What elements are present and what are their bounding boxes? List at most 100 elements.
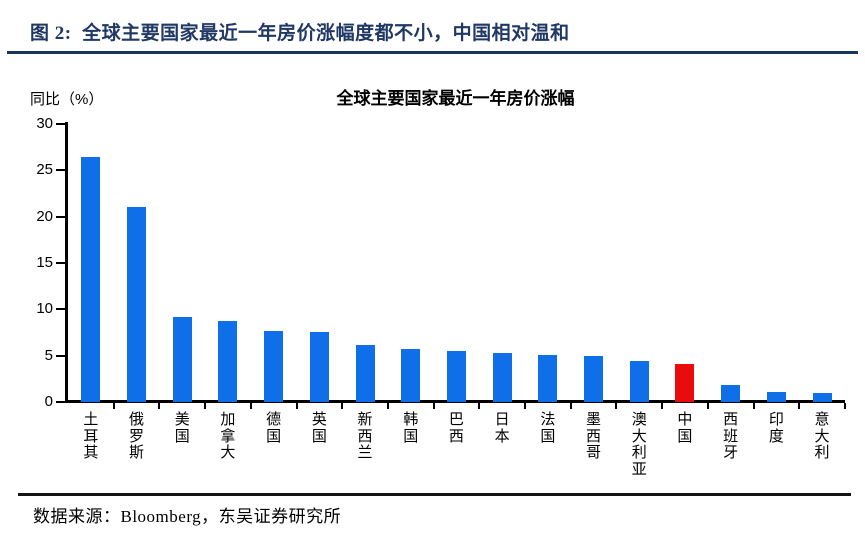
footer-divider-line [18, 493, 851, 496]
y-tick-label: 10 [36, 300, 53, 318]
bar-日本 [492, 353, 512, 402]
x-label-char: 斯 [129, 444, 145, 461]
y-axis-line [65, 122, 68, 403]
x-tick-label-澳大利亚: 澳大利亚 [627, 411, 651, 478]
x-label-char: 耳 [83, 427, 99, 445]
x-axis-tick [341, 403, 344, 409]
bar-美国 [172, 317, 192, 402]
bar-加拿大 [218, 321, 238, 402]
x-axis-tick [204, 403, 207, 409]
x-tick-label-法国: 法国 [536, 411, 560, 445]
x-label-char: 巴 [448, 411, 464, 428]
x-axis-tick [524, 403, 526, 409]
x-label-char: 西 [448, 427, 464, 445]
x-axis-tick [843, 403, 846, 409]
x-label-char: 韩 [403, 411, 419, 428]
x-tick-label-英国: 英国 [307, 411, 331, 445]
x-tick-label-加拿大: 加拿大 [216, 411, 240, 462]
y-axis-tick [56, 215, 65, 218]
x-axis-tick [615, 403, 618, 409]
x-tick-label-中国: 中国 [673, 411, 697, 445]
x-label-char: 国 [266, 427, 282, 445]
x-label-char: 哥 [586, 444, 602, 461]
y-axis-tick [56, 308, 65, 311]
x-axis-tick [295, 403, 298, 409]
bar-土耳其 [81, 157, 101, 402]
x-label-char: 国 [311, 427, 327, 445]
chart-title: 全球主要国家最近一年房价涨幅 [336, 89, 575, 108]
x-axis-tick [249, 403, 252, 409]
y-axis-tick [56, 169, 65, 172]
y-tick-label: 5 [44, 346, 53, 364]
x-label-char: 新 [357, 411, 373, 428]
x-label-char: 墨 [586, 411, 602, 428]
y-tick-label: 0 [44, 393, 53, 410]
bar-印度 [766, 392, 786, 402]
x-label-char: 大 [814, 427, 830, 445]
y-axis-unit-label: 同比（%） [30, 91, 104, 108]
x-label-char: 牙 [723, 444, 739, 461]
bar-西班牙 [721, 385, 741, 402]
x-label-char: 拿 [220, 427, 236, 445]
x-label-char: 澳 [631, 411, 647, 428]
bar-英国 [309, 332, 329, 402]
x-label-char: 兰 [357, 444, 373, 461]
bar-新西兰 [355, 345, 375, 402]
y-tick-label: 30 [36, 115, 53, 132]
x-label-char: 日 [494, 411, 510, 428]
x-label-char: 中 [677, 411, 693, 428]
y-tick-label: 15 [36, 254, 53, 271]
bar-法国 [538, 355, 558, 402]
x-label-char: 英 [311, 411, 327, 428]
x-tick-label-墨西哥: 墨西哥 [582, 411, 606, 462]
x-label-char: 班 [723, 427, 739, 445]
x-axis-tick [569, 403, 572, 409]
y-axis-tick [56, 123, 65, 125]
x-label-char: 德 [266, 411, 282, 428]
x-label-char: 国 [540, 427, 556, 445]
x-axis-tick [478, 403, 481, 409]
x-label-char: 国 [174, 427, 190, 445]
x-label-char: 加 [220, 411, 236, 428]
x-axis-tick [432, 403, 435, 409]
x-tick-label-日本: 日本 [490, 411, 514, 445]
bar-俄罗斯 [127, 207, 147, 402]
x-tick-label-西班牙: 西班牙 [719, 411, 743, 462]
x-label-char: 利 [814, 444, 830, 461]
x-axis-tick [798, 403, 801, 409]
x-tick-label-新西兰: 新西兰 [353, 411, 377, 462]
x-tick-label-印度: 印度 [764, 411, 788, 445]
caption-divider-line [7, 51, 858, 54]
y-tick-label: 25 [36, 161, 53, 179]
bar-韩国 [401, 349, 421, 402]
x-label-char: 国 [403, 427, 419, 445]
x-tick-label-美国: 美国 [170, 411, 194, 445]
data-source: 数据来源：Bloomberg，东吴证券研究所 [33, 507, 342, 526]
x-label-char: 大 [220, 444, 236, 461]
x-axis-tick [752, 403, 755, 409]
x-axis-tick [386, 403, 389, 409]
x-label-char: 俄 [129, 411, 145, 428]
x-label-char: 意 [814, 411, 830, 428]
x-label-char: 印 [768, 411, 784, 428]
x-label-char: 大 [631, 427, 647, 445]
x-label-char: 法 [540, 411, 556, 428]
bar-德国 [264, 331, 284, 402]
x-axis-tick [112, 403, 115, 409]
x-label-char: 西 [586, 427, 602, 445]
x-label-char: 亚 [631, 460, 647, 478]
bar-墨西哥 [584, 356, 604, 402]
x-tick-label-韩国: 韩国 [399, 411, 423, 445]
x-label-char: 土 [83, 411, 99, 428]
y-axis-tick [56, 401, 65, 403]
x-label-char: 度 [768, 427, 784, 445]
bar-澳大利亚 [629, 361, 649, 402]
y-axis-tick [56, 262, 65, 264]
bar-巴西 [446, 351, 466, 402]
x-tick-label-巴西: 巴西 [444, 411, 468, 445]
x-axis-tick [706, 403, 709, 409]
x-label-char: 西 [357, 427, 373, 445]
x-tick-label-意大利: 意大利 [810, 411, 834, 462]
x-tick-label-俄罗斯: 俄罗斯 [125, 411, 149, 462]
